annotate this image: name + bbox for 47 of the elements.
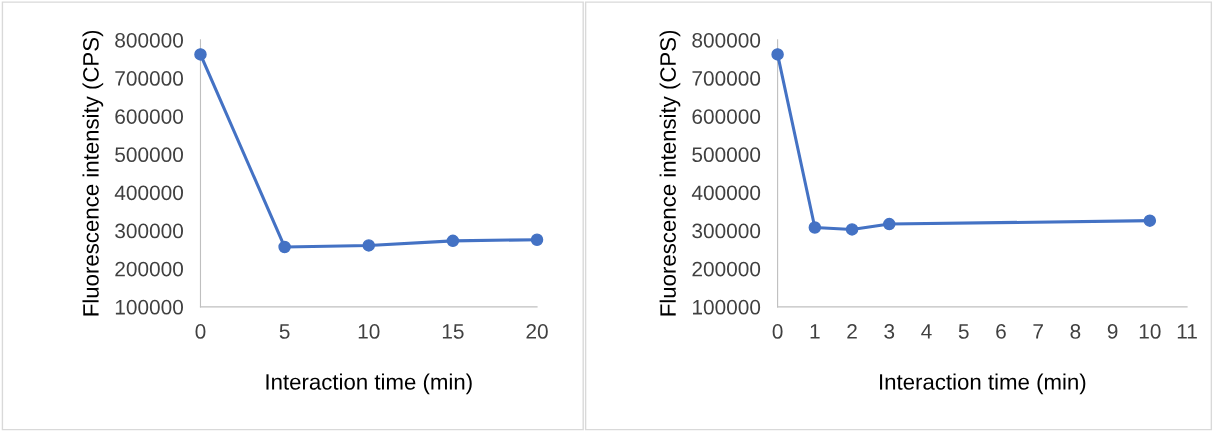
point [446,234,460,248]
x-tick-label: 10 [1139,324,1161,339]
x-axis-title: Interaction time (min) [266,373,472,395]
point [808,221,822,234]
point [771,48,784,61]
x-tick-label: 15 [442,324,464,339]
y-tick-label: 800000 [692,32,761,48]
point [883,217,896,231]
x-tick-label: 2 [847,324,857,339]
point [278,240,291,254]
y-tick-label: 800000 [115,32,183,48]
y-tick-label: 400000 [114,185,183,201]
x-axis-title: Interaction time (min) [880,373,1086,395]
y-axis-title: Fluorescence intensity (CPS) [659,30,681,316]
x-tick-label: 1 [810,324,820,339]
point [194,48,207,61]
x-tick-label: 0 [195,324,206,339]
x-tick-label: 3 [884,324,895,339]
x-tick-label: 0 [772,324,783,339]
x-tick-label: 5 [958,324,969,339]
y-tick-label: 700000 [115,71,183,86]
y-axis-title: Fluorescence intensity (CPS) [82,30,104,316]
y-tick-label: 600000 [692,109,761,124]
y-tick-label: 300000 [115,223,183,239]
x-tick-label: 6 [996,324,1006,339]
x-tick-label: 9 [1107,324,1118,339]
point [1143,214,1157,227]
y-tick-label: 700000 [692,71,761,86]
y-tick-label: 600000 [115,109,183,124]
x-tick-label: 7 [1033,324,1043,339]
x-tick-label: 20 [526,324,548,339]
x-tick-label: 8 [1070,324,1081,339]
y-tick-label: 100000 [693,299,761,315]
y-tick-label: 500000 [115,147,183,163]
y-tick-label: 100000 [115,299,183,315]
x-tick-label: 11 [1177,324,1197,339]
y-tick-label: 300000 [692,223,761,239]
point [845,223,859,236]
point [362,239,376,252]
x-tick-label: 4 [921,324,932,339]
x-tick-label: 5 [279,324,290,339]
y-tick-label: 200000 [115,261,183,277]
point [530,233,544,246]
y-tick-label: 200000 [692,261,761,277]
y-tick-label: 500000 [692,147,761,163]
y-tick-label: 400000 [691,185,761,201]
x-tick-label: 10 [358,324,380,339]
